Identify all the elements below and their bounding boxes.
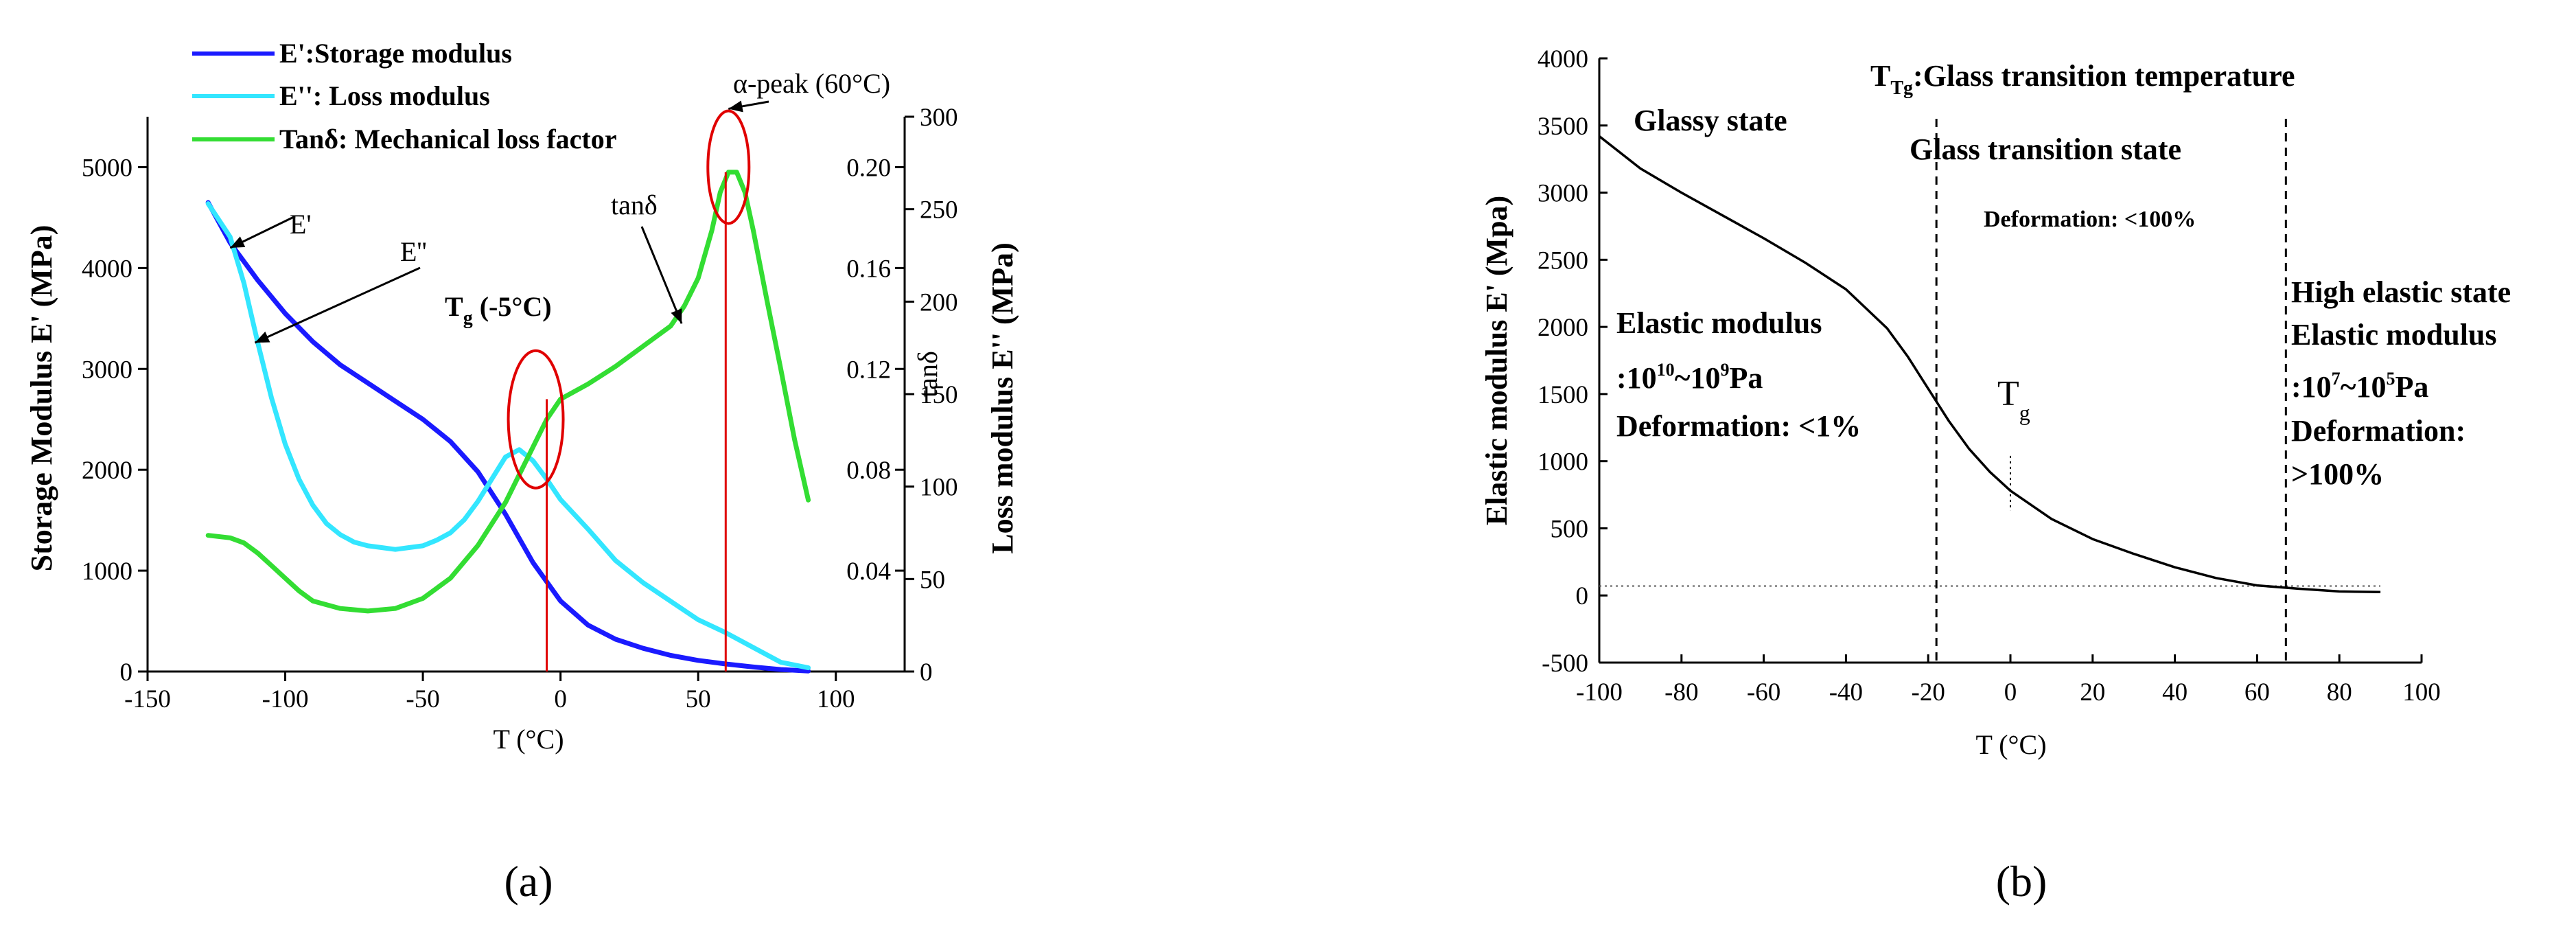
label-deformation-right-1: Deformation: — [2291, 414, 2465, 448]
x-tick-label-a: 0 — [554, 685, 567, 713]
x-tick-label-b: 0 — [2004, 678, 2017, 707]
y-tick-label-b: -500 — [1542, 650, 1588, 678]
label-deformation-left: Deformation: <1% — [1616, 409, 1861, 443]
label-glassy-state: Glassy state — [1634, 104, 1787, 137]
annotation-tan-delta: tanδ — [611, 190, 658, 220]
y-tick-label-b: 0 — [1576, 582, 1589, 610]
arrow-alpha-peak-head — [728, 100, 743, 113]
x-axis-label-a: T (°C) — [493, 724, 564, 755]
y-tick-label-tan-a: 0.16 — [846, 255, 891, 283]
series-group-b — [1598, 119, 2381, 663]
y-axis-label-loss-a: Loss modulus E'' (MPa) — [986, 242, 1019, 554]
x-tick-label-b: -40 — [1829, 678, 1863, 707]
y-tick-label-b: 1000 — [1538, 448, 1588, 477]
legend-label-storage: E':Storage modulus — [279, 38, 512, 69]
label-modulus-range-right: :107~105Pa — [2291, 369, 2428, 404]
alpha-peak-circle — [706, 109, 751, 225]
y-tick-label-tan-a: 0.20 — [846, 154, 891, 182]
arrow-e-double-prime-head — [255, 331, 270, 343]
y-tick-label-loss-a: 0 — [920, 658, 933, 687]
y-tick-label-left-a: 0 — [120, 658, 133, 687]
arrow-e-double-prime — [254, 266, 421, 344]
series-tan-delta — [205, 170, 811, 614]
x-tick-label-a: -50 — [406, 685, 439, 713]
x-tick-label-b: 100 — [2402, 678, 2441, 707]
y-tick-label-tan-a: 0.04 — [846, 558, 891, 586]
annotation-tg-a: Tg (-5°C) — [445, 291, 552, 329]
y-tick-label-loss-a: 300 — [920, 104, 958, 132]
panel-a: E':Storage modulus E'': Loss modulus Tan… — [25, 38, 1019, 755]
series-group-a — [205, 170, 811, 674]
y-tick-label-b: 2500 — [1538, 246, 1588, 275]
x-tick-label-b: 80 — [2327, 678, 2352, 707]
x-tick-label-a: -100 — [262, 685, 309, 713]
label-elastic-modulus-left: Elastic modulus — [1616, 306, 1822, 340]
y-tick-label-loss-a: 250 — [920, 196, 958, 225]
y-tick-label-tan-a: 0.08 — [846, 457, 891, 485]
caption-b: (b) — [1996, 857, 2047, 906]
y-tick-label-b: 3500 — [1538, 113, 1588, 141]
label-deformation-mid: Deformation: <100% — [1984, 207, 2196, 232]
x-tick-label-b: 60 — [2244, 678, 2270, 707]
y-tick-label-left-a: 5000 — [82, 154, 132, 182]
annotation-e-double-prime: E'' — [400, 236, 427, 267]
label-elastic-modulus-right: Elastic modulus — [2291, 318, 2497, 352]
y-tick-label-b: 2000 — [1538, 314, 1588, 342]
arrow-e-prime-head — [230, 236, 246, 248]
y-tick-label-b: 500 — [1551, 515, 1589, 543]
series-storage-modulus — [205, 200, 811, 674]
y-tick-label-tan-a: 0.12 — [846, 356, 891, 384]
y-tick-label-loss-a: 100 — [920, 474, 958, 502]
tg-circle — [507, 349, 565, 490]
y-tick-label-left-a: 4000 — [82, 255, 132, 283]
panel-b: -100 -80 -60 -40 -20 0 20 40 60 80 100 -500 0 500 1000… — [1480, 45, 2511, 760]
y-tick-label-left-a: 3000 — [82, 356, 132, 384]
y-tick-label-loss-a: 50 — [920, 566, 945, 594]
y-tick-label-b: 1500 — [1538, 381, 1588, 409]
plot-frame-a — [146, 117, 906, 673]
y-axis-label-tan-a: tanδ — [912, 351, 943, 398]
series-elastic-modulus — [1598, 135, 2381, 594]
y-tick-label-b: 4000 — [1538, 45, 1588, 73]
label-glass-transition-state: Glass transition state — [1910, 133, 2181, 166]
label-modulus-range-left: :1010~109Pa — [1616, 360, 1763, 395]
arrow-tan-delta-head — [671, 308, 682, 324]
axis-ticks-a: -150 -100 -50 0 50 1000100020003000400050000.… — [82, 104, 958, 713]
y-tick-label-loss-a: 200 — [920, 288, 958, 317]
x-tick-label-a: -150 — [124, 685, 171, 713]
x-tick-label-b: 40 — [2162, 678, 2188, 707]
x-tick-label-b: -60 — [1747, 678, 1780, 707]
label-tg-b: Tg — [1997, 374, 2030, 425]
y-axis-label-b: Elastic modulus E' (Mpa) — [1480, 196, 1513, 525]
legend-label-loss: E'': Loss modulus — [279, 80, 490, 111]
caption-a: (a) — [504, 857, 553, 906]
y-axis-label-left-a: Storage Modulus E' (MPa) — [25, 225, 58, 572]
x-tick-label-a: 50 — [686, 685, 711, 713]
y-tick-label-left-a: 1000 — [82, 558, 132, 586]
label-tg-definition: TTg:Glass transition temperature — [1870, 59, 2295, 99]
x-tick-label-a: 100 — [817, 685, 855, 713]
x-tick-label-b: -20 — [1912, 678, 1945, 707]
annotation-e-prime: E' — [290, 209, 312, 240]
x-tick-label-b: 20 — [2080, 678, 2105, 707]
y-tick-label-loss-a: 150 — [920, 381, 958, 409]
series-loss-modulus — [205, 201, 811, 671]
label-high-elastic-state: High elastic state — [2291, 275, 2511, 309]
arrow-tan-delta — [640, 226, 683, 324]
label-deformation-right-2: >100% — [2291, 457, 2384, 491]
x-axis-label-b: T (°C) — [1975, 729, 2046, 760]
legend: E':Storage modulus E'': Loss modulus Tan… — [192, 38, 616, 154]
x-tick-label-b: -80 — [1664, 678, 1698, 707]
annotations-a — [229, 100, 769, 672]
y-tick-label-b: 3000 — [1538, 180, 1588, 208]
legend-label-tan: Tanδ: Mechanical loss factor — [279, 124, 616, 154]
y-tick-label-left-a: 2000 — [82, 457, 132, 485]
x-tick-label-b: -100 — [1576, 678, 1623, 707]
annotation-alpha-peak: α-peak (60°C) — [733, 68, 890, 99]
axis-ticks-b: -100 -80 -60 -40 -20 0 20 40 60 80 100 -500 0 500 1000… — [1538, 45, 2441, 707]
